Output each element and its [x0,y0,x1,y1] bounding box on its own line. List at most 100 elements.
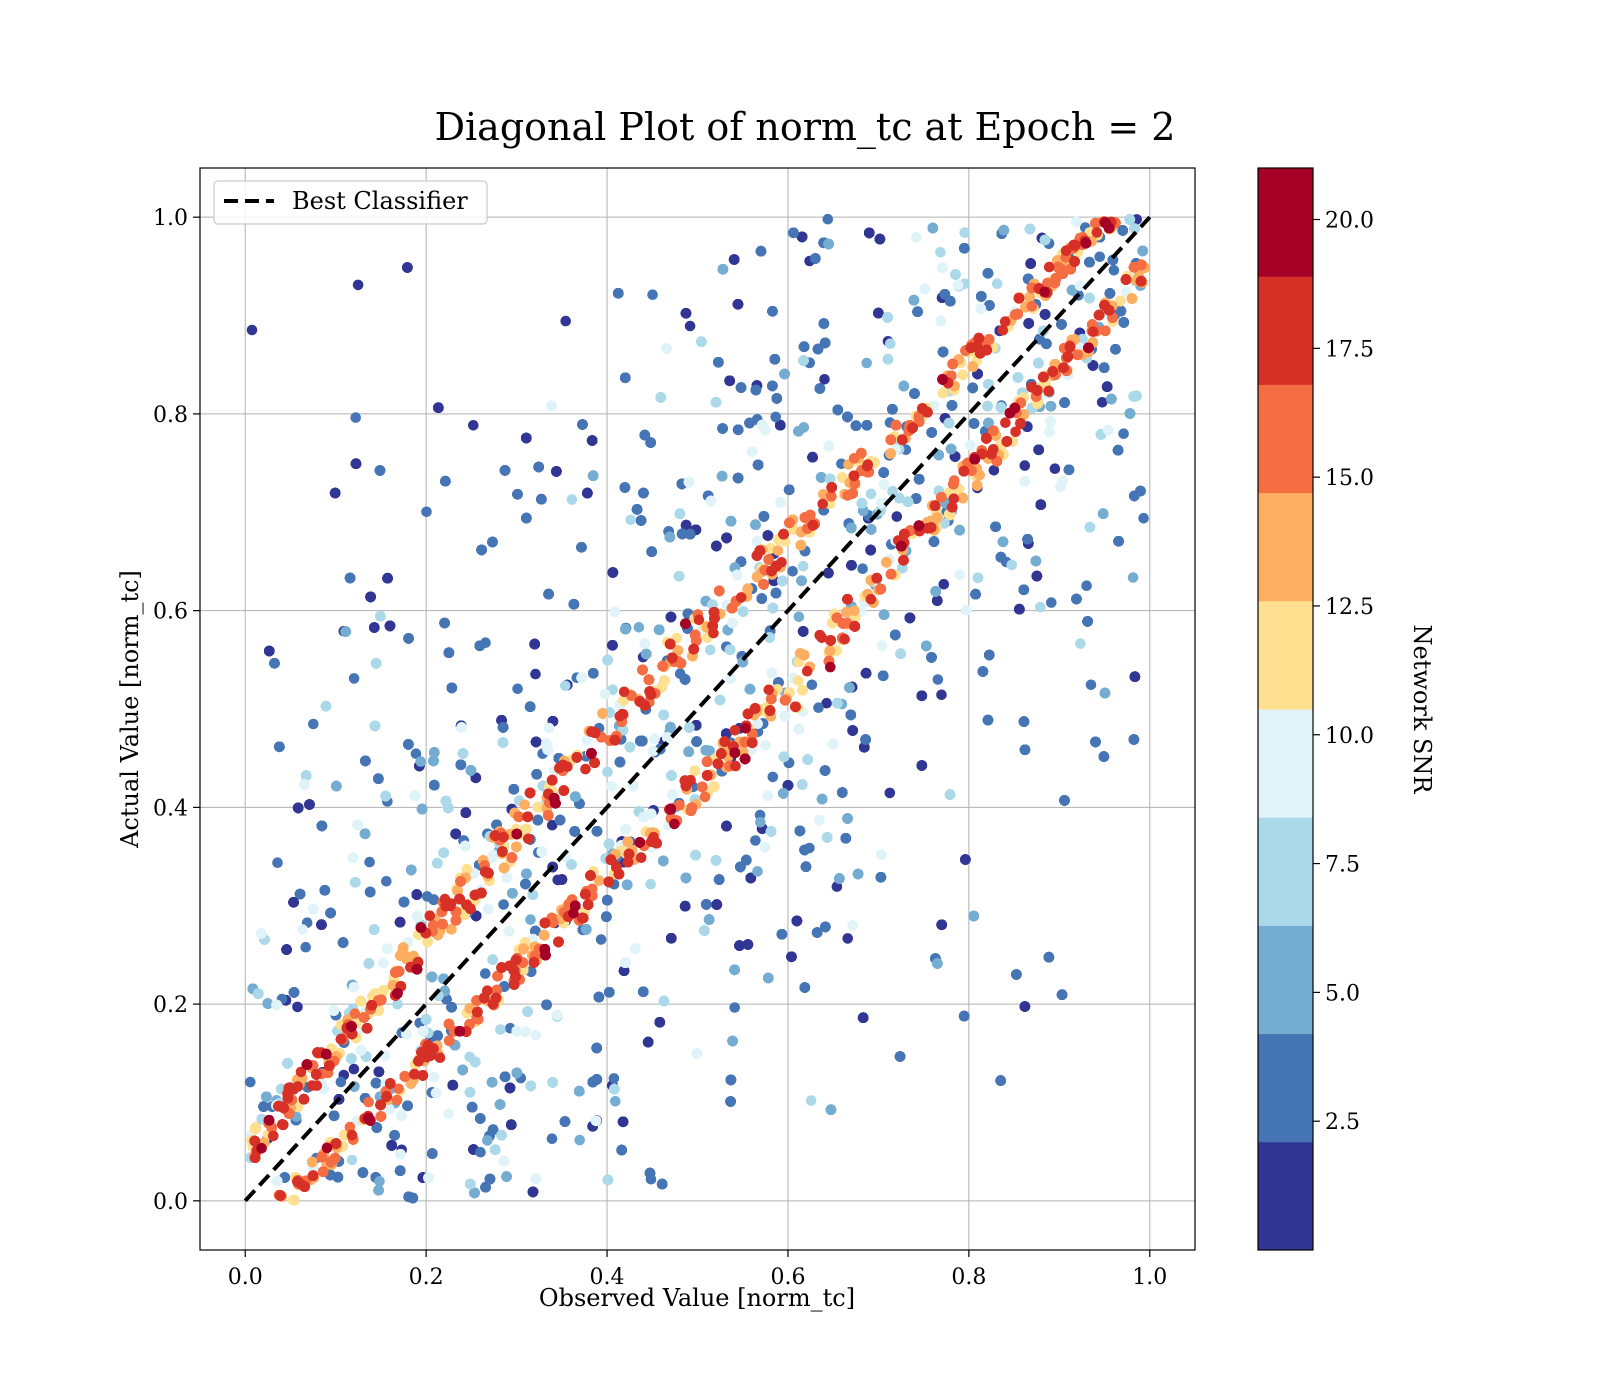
scatter-point [530,668,541,680]
scatter-point [1018,584,1030,596]
scatter-point [767,306,778,317]
scatter-point [821,832,833,843]
scatter-point [984,649,995,661]
scatter-point [529,638,540,650]
scatter-point [845,709,857,721]
scatter-point [874,233,886,245]
scatter-point [861,357,872,369]
scatter-point [407,1192,419,1204]
scatter-point [982,714,994,726]
scatter-point [1033,357,1044,369]
scatter-points [245,213,1150,1206]
scatter-point [984,300,995,311]
scatter-point [755,245,767,257]
scatter-point [710,855,722,866]
scatter-point [658,709,669,721]
scatter-point [734,940,745,951]
scatter-point [950,269,961,280]
scatter-point [654,1017,666,1028]
scatter-point [394,916,406,928]
scatter-point [245,1076,256,1088]
scatter-point [325,907,336,919]
scatter-point [684,722,695,733]
scatter-point [609,1083,620,1095]
scatter-point [791,915,803,927]
scatter-point [464,1087,476,1098]
scatter-point [426,971,438,983]
scatter-point [346,1053,357,1064]
scatter-point [475,1146,486,1158]
scatter-point [1112,444,1124,456]
scatter-point [482,1135,493,1146]
scatter-point [421,506,432,518]
scatter-point [823,238,834,250]
scatter-point [820,921,831,933]
scatter-point [946,400,958,411]
scatter-point [438,847,450,859]
scatter-point [288,987,300,998]
scatter-point [665,721,676,733]
scatter-point [645,878,656,890]
scatter-point [701,899,712,910]
scatter-point [680,519,692,531]
scatter-point [546,1133,558,1144]
scatter-point [369,622,380,633]
scatter-point [1096,397,1108,408]
scatter-point [337,937,349,948]
scatter-point [1030,555,1042,567]
scatter-point [680,308,692,319]
scatter-point [909,388,920,399]
scatter-point [541,999,552,1011]
scatter-point [487,536,498,548]
scatter-point [1025,258,1036,269]
scatter-point [977,666,989,677]
scatter-point [591,1074,603,1085]
scatter-point [450,828,462,840]
scatter-point [904,612,916,624]
scatter-point [625,514,636,526]
scatter-point [521,512,532,524]
scatter-point [363,958,375,969]
scatter-point [521,432,532,444]
scatter-point [711,540,722,552]
scatter-point [908,294,920,306]
scatter-point [842,411,853,423]
scatter-point [328,1110,340,1122]
scatter-point [932,595,943,606]
scatter-point [756,593,768,604]
scatter-point [842,933,853,944]
scatter-point [679,674,691,685]
scatter-point [508,784,520,795]
scatter-point [1097,508,1109,519]
scatter-point [944,789,956,800]
scatter-point [884,787,896,799]
scatter-point [1056,319,1067,330]
scatter-point [857,563,868,574]
scatter-point [758,511,770,522]
scatter-point [504,1082,516,1094]
scatter-point [1084,256,1095,268]
scatter-point [532,814,544,826]
scatter-point [647,289,658,301]
scatter-point [729,1002,740,1013]
scatter-point [577,419,588,430]
scatter-point [797,626,809,637]
scatter-point [776,929,788,940]
scatter-point [507,888,518,899]
scatter-point [721,532,732,544]
scatter-point [819,765,831,776]
scatter-point [818,318,830,329]
scatter-point [875,872,887,883]
scatter-point [700,745,712,756]
scatter-point [658,995,670,1007]
scatter-point [394,1165,406,1176]
scatter-point [767,771,779,783]
scatter-point [846,522,857,534]
scatter-point [1049,463,1061,475]
scatter-point [995,551,1007,563]
scatter-point [468,420,479,431]
scatter-point [894,492,905,504]
scatter-point [755,816,766,828]
scatter-point [799,982,811,993]
scatter-point [525,966,537,977]
